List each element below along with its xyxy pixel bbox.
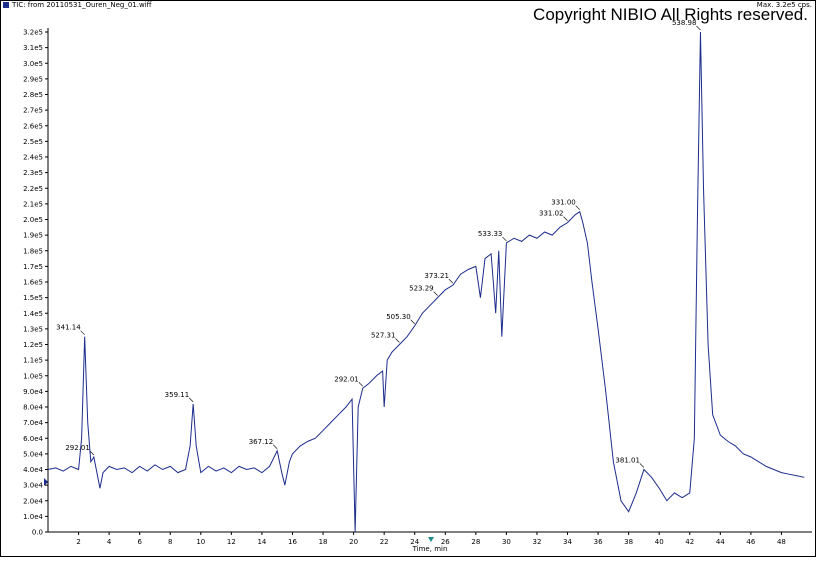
x-tick-label: 8 <box>168 538 172 546</box>
x-tick-label: 46 <box>746 538 755 546</box>
y-tick-label: 6.0e4 <box>23 435 43 443</box>
y-tick-label: 1.5e5 <box>23 294 43 302</box>
annotation-leader <box>395 338 400 343</box>
x-tick-label: 26 <box>441 538 450 546</box>
y-tick-label: 1.8e5 <box>23 247 43 255</box>
y-tick-label: 9.0e4 <box>23 388 43 396</box>
peak-label: 359.11 <box>165 391 190 399</box>
y-tick-label: 1.4e5 <box>23 310 43 318</box>
x-tick-label: 44 <box>716 538 725 546</box>
y-tick-label: 0.0 <box>32 529 43 537</box>
x-tick-label: 12 <box>227 538 236 546</box>
annotation-leader <box>89 450 95 456</box>
peak-label: 367.12 <box>249 438 274 446</box>
peak-label: 292.01 <box>334 375 359 383</box>
annotation-leader <box>188 397 194 403</box>
annotation-leader <box>410 319 415 324</box>
annotation-leader <box>448 278 454 284</box>
y-tick-label: 1.1e5 <box>23 357 43 365</box>
y-tick-label: 5.0e4 <box>23 450 43 458</box>
x-tick-label: 18 <box>319 538 328 546</box>
y-tick-label: 1.7e5 <box>23 263 43 271</box>
peak-label: 538.98 <box>672 19 697 27</box>
y-tick-label: 2.2e5 <box>23 185 43 193</box>
x-tick-label: 2 <box>76 538 80 546</box>
annotation-leader <box>358 382 363 387</box>
x-tick-label: 48 <box>777 538 786 546</box>
annotation-leader <box>272 444 278 449</box>
title-icon <box>3 2 9 8</box>
annotation-leader <box>433 291 438 296</box>
peak-label: 505.30 <box>386 313 411 321</box>
annotation-leader <box>696 25 701 31</box>
x-tick-label: 22 <box>380 538 389 546</box>
x-axis-label: Time, min <box>412 545 448 553</box>
x-tick-label: 40 <box>655 538 664 546</box>
peak-label: 331.02 <box>539 210 564 218</box>
time-marker <box>428 537 434 542</box>
y-tick-label: 2.0e5 <box>23 216 43 224</box>
annotation-leader <box>639 463 645 468</box>
x-tick-label: 4 <box>107 538 112 546</box>
y-tick-label: 1.2e5 <box>23 341 43 349</box>
peak-label: 331.00 <box>551 199 576 207</box>
y-tick-label: 2.1e5 <box>23 200 43 208</box>
chart-title: TIC: from 20110531_Ouren_Neg_01.wiff <box>11 1 152 9</box>
y-tick-label: 2.9e5 <box>23 75 43 83</box>
x-tick-label: 20 <box>349 538 358 546</box>
frame <box>0 0 816 557</box>
peak-label: 292.01 <box>65 444 90 452</box>
axis-marker <box>44 478 48 486</box>
peak-label: 523.29 <box>409 285 434 293</box>
annotation-leader <box>80 330 85 335</box>
y-tick-label: 1.6e5 <box>23 279 43 287</box>
y-tick-label: 3.2e5 <box>23 29 43 37</box>
y-tick-label: 3.1e5 <box>23 44 43 52</box>
y-tick-label: 2.7e5 <box>23 107 43 115</box>
annotation-leader <box>575 205 580 210</box>
x-tick-label: 30 <box>502 538 511 546</box>
y-tick-label: 3.0e5 <box>23 60 43 68</box>
annotation-leader <box>563 216 568 221</box>
peak-label: 341.14 <box>56 324 81 332</box>
peak-label: 381.01 <box>615 457 640 465</box>
y-tick-label: 2.8e5 <box>23 91 43 99</box>
x-tick-label: 16 <box>288 538 297 546</box>
x-tick-label: 42 <box>685 538 694 546</box>
peak-label: 533.33 <box>478 230 503 238</box>
y-tick-label: 1.0e4 <box>23 513 43 521</box>
x-tick-label: 24 <box>410 538 419 546</box>
y-tick-label: 3.0e4 <box>23 482 43 490</box>
peak-label: 373.21 <box>424 272 449 280</box>
x-tick-label: 36 <box>594 538 603 546</box>
x-tick-label: 32 <box>532 538 541 546</box>
annotation-leader <box>502 236 507 242</box>
tic-trace <box>47 31 805 533</box>
x-tick-label: 38 <box>624 538 633 546</box>
y-tick-label: 4.0e4 <box>23 466 43 474</box>
x-tick-label: 34 <box>563 538 572 546</box>
chart-subtitle: Max. 3.2e5 cps. <box>757 1 812 9</box>
y-tick-label: 1.9e5 <box>23 232 43 240</box>
y-tick-label: 2.5e5 <box>23 138 43 146</box>
y-tick-label: 2.3e5 <box>23 169 43 177</box>
x-tick-label: 14 <box>257 538 266 546</box>
y-tick-label: 1.3e5 <box>23 325 43 333</box>
y-tick-label: 2.6e5 <box>23 122 43 130</box>
x-tick-label: 28 <box>471 538 480 546</box>
x-tick-label: 10 <box>196 538 205 546</box>
y-tick-label: 2.4e5 <box>23 154 43 162</box>
y-tick-label: 7.0e4 <box>23 419 43 427</box>
x-tick-label: 6 <box>137 538 142 546</box>
peak-label: 527.31 <box>371 332 396 340</box>
y-tick-label: 8.0e4 <box>23 404 43 412</box>
y-tick-label: 2.0e4 <box>23 497 43 505</box>
y-tick-label: 1.0e5 <box>23 372 43 380</box>
copyright: Copyright NIBIO All Rights reserved. <box>533 5 808 24</box>
